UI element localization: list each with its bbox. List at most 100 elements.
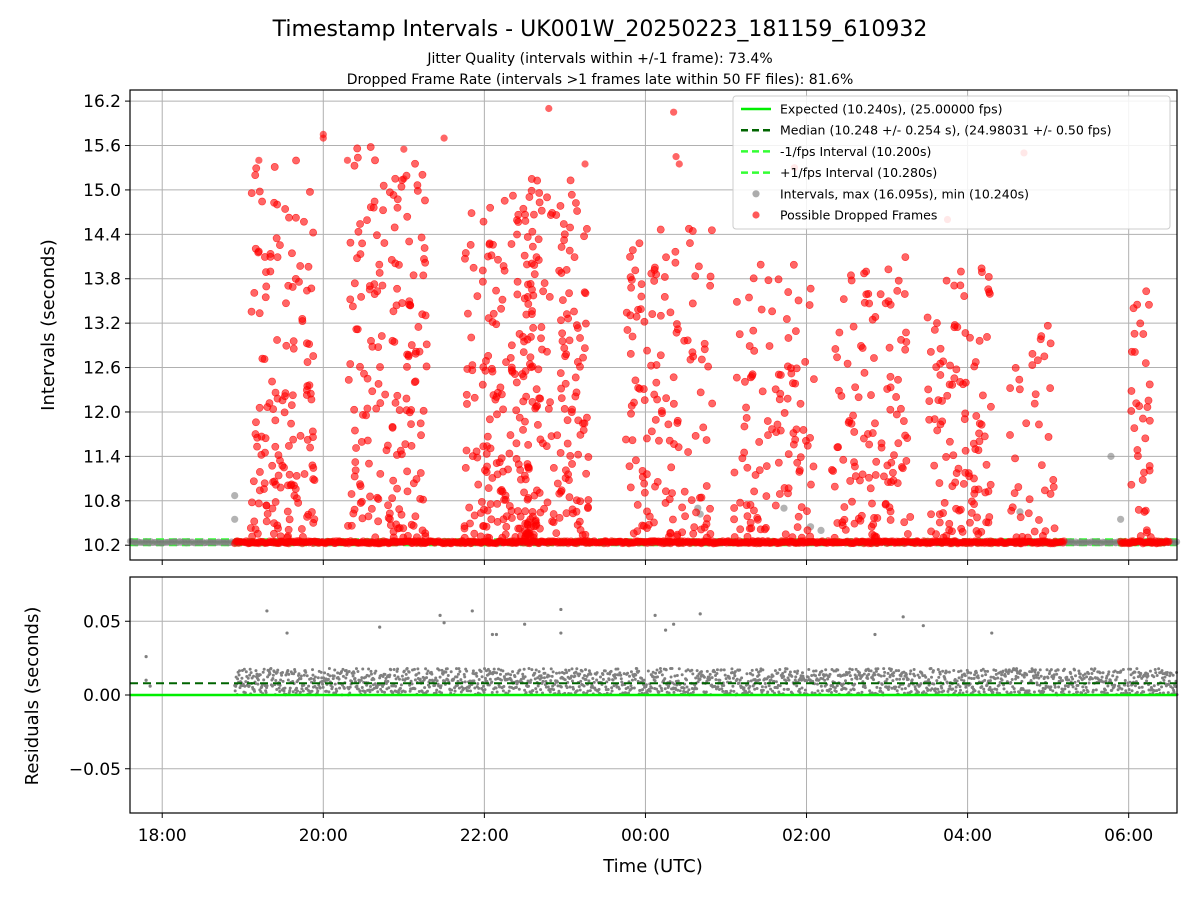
dropped-frame-point [276,241,284,250]
dropped-frame-point [255,309,264,318]
residual-point [1106,684,1110,688]
dropped-frame-point [702,436,711,444]
dropped-frame-point [730,515,738,524]
dropped-frame-point [507,341,516,350]
residual-point [537,670,541,674]
dropped-frame-point [391,174,400,183]
dropped-frame-point [559,220,568,228]
legend-marker-swatch [752,190,760,198]
dropped-frame-point [894,439,903,448]
residual-point [1053,685,1057,689]
residual-point [719,668,723,672]
dropped-frame-point [669,373,678,382]
dropped-frame-point [367,504,376,513]
dropped-frame-point [262,282,271,291]
dropped-frame-point [482,449,491,458]
dropped-frame-point [561,379,570,388]
residual-point [853,682,857,686]
dropped-frame-point [496,383,505,392]
dropped-frame-point [493,410,501,419]
residual-point [729,689,733,693]
dropped-frame-point [886,516,895,524]
dropped-frame-point [419,271,428,280]
dropped-frame-point [763,417,772,425]
residual-point [870,691,874,695]
dropped-frame-point [652,361,661,369]
residual-point [498,685,502,689]
residual-point [262,678,266,682]
residual-point [1148,669,1152,673]
dropped-frame-point [1049,476,1058,484]
dropped-frame-point [303,286,311,295]
residual-point [1169,671,1173,675]
residual-point [443,679,447,683]
dropped-frame-point [1028,361,1037,370]
residual-point [993,677,997,681]
residual-point [932,682,936,686]
residual-point [1082,688,1086,692]
dropped-frame-point [566,223,574,232]
residual-point [302,683,306,687]
dropped-frame-point [246,524,255,532]
dropped-frame-point [273,200,282,209]
dropped-frame-point [644,521,653,529]
residual-point [1135,690,1139,694]
residual-point [626,685,630,689]
residual-point [363,690,367,694]
dropped-frame-point [707,226,716,235]
residual-point [269,666,273,670]
residual-point [297,672,301,676]
residual-point [144,655,148,659]
dropped-frame-point [570,253,579,262]
residual-point [866,677,870,681]
residual-point [927,683,931,687]
residual-point [387,686,391,690]
residual-point [919,682,923,686]
residual-point [1155,674,1159,678]
dropped-frame-point [572,321,581,330]
residual-point [678,689,682,693]
dropped-frame-point [876,290,885,299]
residual-point [282,689,286,693]
chart-subtitle-dropped: Dropped Frame Rate (intervals >1 frames … [347,72,854,88]
dropped-frame-point [256,468,264,476]
dropped-frame-point [397,510,406,519]
dropped-frame-point [556,369,565,378]
residual-outlier-point [990,631,994,635]
residual-point [369,672,373,676]
residual-point [299,674,303,678]
residual-point [539,688,543,692]
dropped-frame-point [1041,486,1049,495]
bottom-panel-residual-band [233,666,1179,697]
residual-point [511,670,515,674]
dropped-frame-point [584,453,593,461]
dropped-frame-point [966,518,974,527]
residual-point [889,667,893,671]
dropped-frame-point [570,307,578,316]
residual-point [951,687,955,691]
dropped-frame-point [347,521,356,530]
residual-point [720,687,724,691]
dropped-frame-point [967,509,976,517]
residual-point [696,674,700,678]
dropped-frame-point [1134,505,1143,514]
residual-point [823,678,827,682]
residual-point [630,678,634,682]
residual-point [462,673,466,677]
dropped-frame-point [656,351,665,360]
dropped-frame-point [403,487,412,496]
residual-point [708,677,712,681]
dropped-frame-point [1142,526,1151,535]
residual-point [967,676,971,680]
residual-point [356,687,360,691]
dropped-frame-point [806,532,815,541]
residual-point [820,669,824,673]
residual-point [722,684,726,688]
dropped-frame-point [788,533,797,542]
dropped-frame-point [894,276,903,285]
residual-point [582,684,586,688]
dropped-frame-point [678,528,687,537]
dropped-frame-point [927,510,935,519]
residual-point [972,677,976,681]
residual-point [924,675,928,679]
